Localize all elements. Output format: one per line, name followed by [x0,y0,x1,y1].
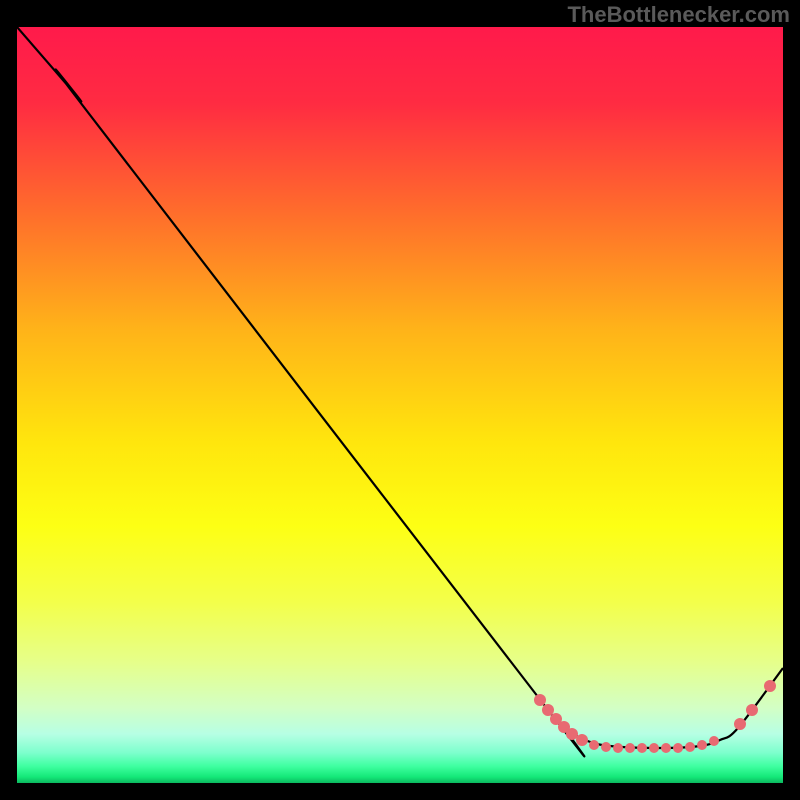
curve-marker [625,743,635,753]
curve-marker [566,728,578,740]
curve-marker [637,743,647,753]
bottleneck-curve-chart [0,0,800,800]
curve-marker [649,743,659,753]
curve-marker [709,736,719,746]
curve-marker [661,743,671,753]
curve-marker [613,743,623,753]
curve-marker [673,743,683,753]
curve-marker [734,718,746,730]
curve-marker [601,742,611,752]
chart-container: TheBottlenecker.com [0,0,800,800]
curve-marker [764,680,776,692]
gradient-background [17,27,783,783]
curve-marker [746,704,758,716]
curve-marker [697,740,707,750]
curve-marker [542,704,554,716]
curve-marker [589,740,599,750]
curve-marker [685,742,695,752]
attribution-text: TheBottlenecker.com [567,2,790,28]
curve-marker [576,734,588,746]
curve-marker [534,694,546,706]
